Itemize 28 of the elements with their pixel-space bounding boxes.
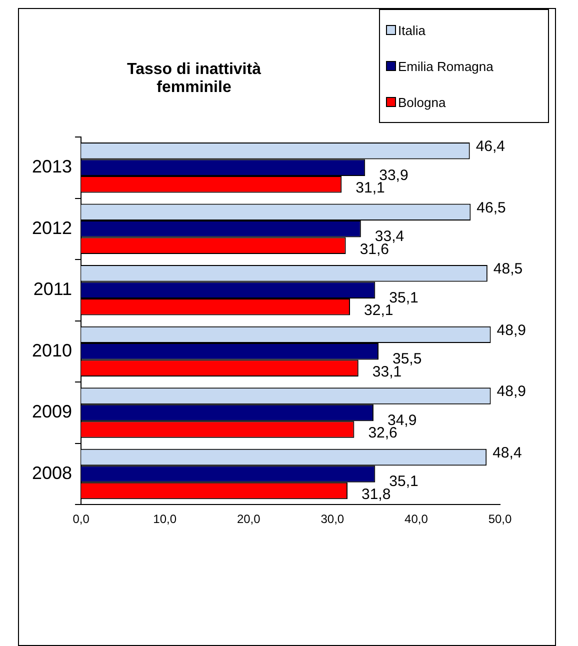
y-tick-label: 2009 (32, 402, 72, 422)
x-tick-label: 0,0 (72, 512, 90, 526)
x-tick-label: 20,0 (236, 512, 261, 526)
data-label: 31,8 (362, 486, 391, 503)
y-tick-label: 2010 (32, 340, 72, 360)
x-tick-label: 30,0 (320, 512, 344, 526)
data-label: 48,5 (493, 260, 523, 278)
data-label: 31,1 (356, 180, 385, 197)
data-label: 32,6 (368, 424, 398, 442)
chart-title: Tasso di inattività femminile (126, 61, 262, 97)
legend-label: Emilia Romagna (398, 58, 494, 74)
legend-label: Italia (398, 22, 426, 38)
data-label: 31,6 (360, 240, 390, 258)
y-tick-label: 2011 (33, 279, 72, 300)
x-tick-label: 50,0 (488, 512, 512, 526)
data-label: 48,9 (496, 383, 526, 400)
data-label: 48,4 (492, 444, 522, 462)
legend-label: Bologna (398, 94, 446, 110)
data-label: 35,1 (389, 473, 418, 490)
y-tick-label: 2008 (32, 462, 72, 483)
x-tick-label: 40,0 (404, 512, 428, 526)
data-label: 48,9 (496, 322, 526, 339)
data-label: 33,1 (372, 363, 402, 380)
y-tick-label: 2013 (32, 156, 72, 177)
data-label: 46,5 (476, 199, 506, 216)
data-label: 46,4 (476, 138, 506, 156)
y-tick-label: 2012 (32, 218, 72, 238)
x-tick-label: 10,0 (153, 512, 177, 526)
